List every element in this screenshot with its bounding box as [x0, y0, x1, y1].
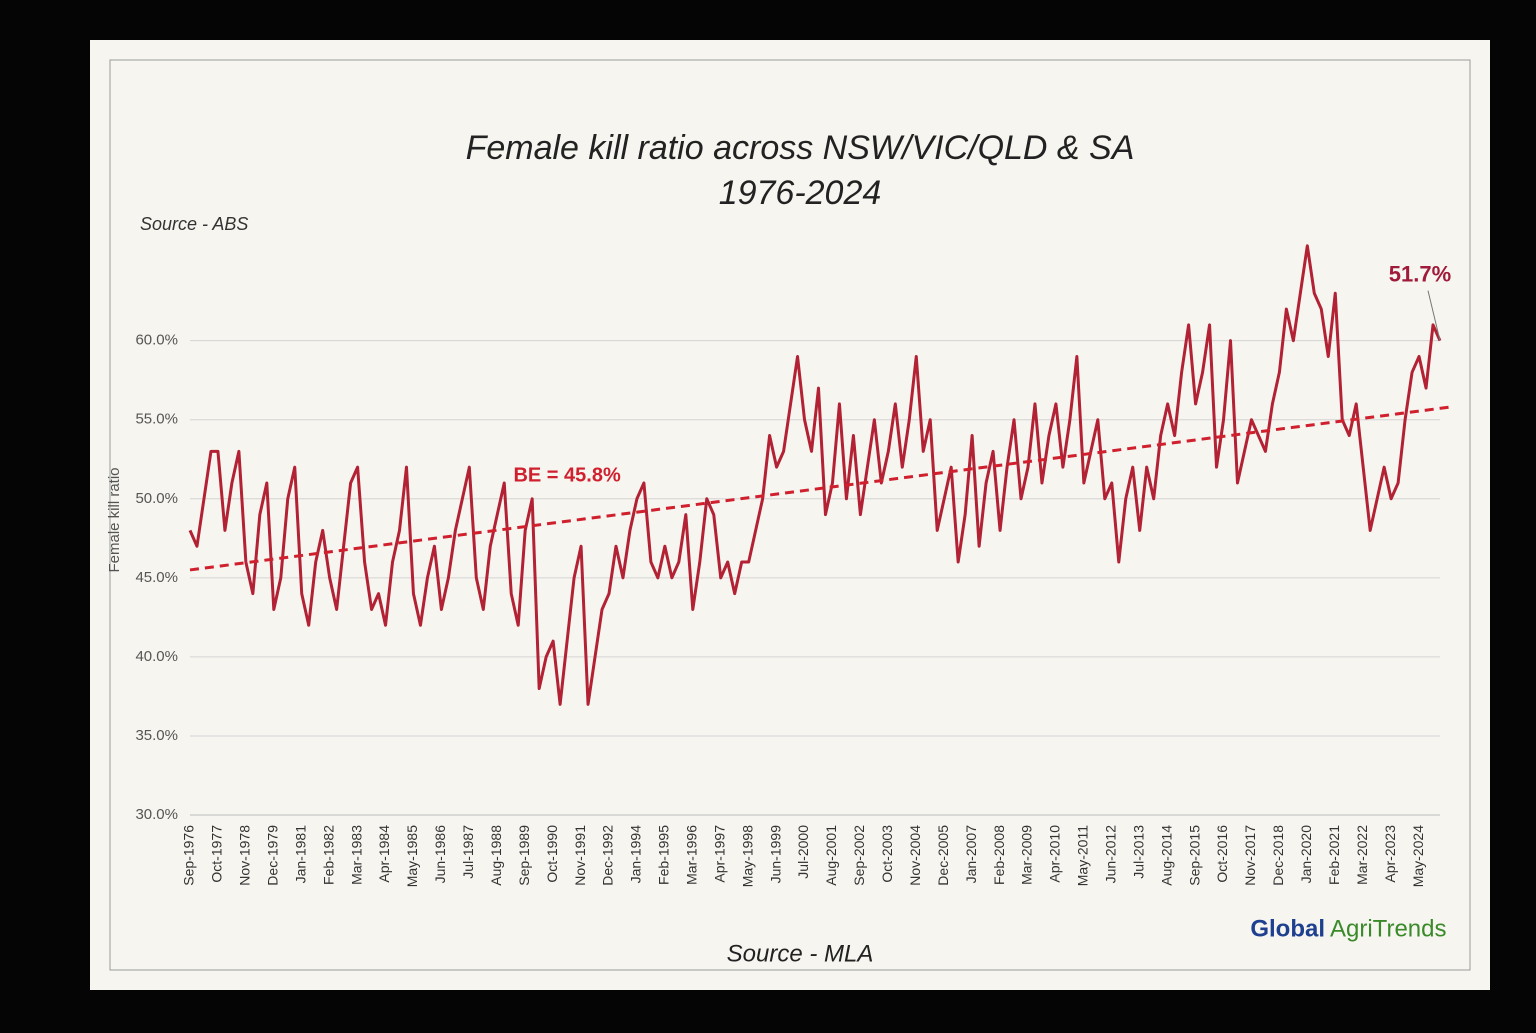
x-tick-label: Sep-2002 — [851, 825, 867, 886]
y-tick-label: 55.0% — [135, 411, 178, 428]
annotation-pointer — [1427, 290, 1441, 341]
source-top: Source - ABS — [140, 214, 248, 234]
data-line — [188, 244, 1442, 706]
x-tick-label: Jan-1994 — [628, 825, 644, 884]
x-tick-label: Mar-1983 — [348, 825, 364, 885]
x-tick-label: Sep-1989 — [516, 825, 532, 886]
slide — [90, 40, 1490, 990]
x-tick-label: Aug-2001 — [823, 825, 839, 886]
x-tick-label: Jun-1986 — [432, 825, 448, 884]
x-tick-label: Jul-2013 — [1130, 825, 1146, 879]
logo-second: AgriTrends — [1330, 915, 1446, 942]
x-tick-label: Jan-2007 — [963, 825, 979, 884]
end-annotation: 51.7% — [1389, 261, 1451, 286]
chart-subtitle: 1976-2024 — [719, 174, 882, 212]
trend-line — [189, 405, 1451, 572]
x-tick-label: Feb-1982 — [320, 825, 336, 885]
x-tick-label: Apr-2023 — [1382, 825, 1398, 883]
x-tick-label: Nov-1991 — [572, 825, 588, 886]
x-tick-label: Mar-1996 — [683, 825, 699, 885]
x-tick-label: Dec-1979 — [265, 825, 281, 886]
trend-label: BE = 45.8% — [513, 464, 621, 486]
x-tick-label: Jan-1981 — [292, 825, 308, 884]
x-tick-label: Oct-2003 — [879, 825, 895, 883]
x-tick-label: Mar-2009 — [1019, 825, 1035, 885]
x-tick-label: May-1985 — [404, 825, 420, 887]
y-axis-label: Female kill ratio — [106, 467, 123, 572]
y-tick-label: 40.0% — [135, 648, 178, 665]
x-tick-label: Nov-1978 — [237, 825, 253, 886]
y-tick-label: 30.0% — [135, 806, 178, 823]
x-tick-label: Apr-1997 — [711, 825, 727, 883]
x-tick-label: Dec-2005 — [935, 825, 951, 886]
x-tick-label: May-2024 — [1410, 825, 1426, 887]
x-tick-label: May-2011 — [1075, 825, 1091, 886]
x-tick-label: Aug-1988 — [488, 825, 504, 886]
x-tick-label: Oct-1990 — [544, 825, 560, 883]
y-tick-label: 50.0% — [135, 490, 178, 507]
x-tick-label: Jun-2012 — [1102, 825, 1118, 884]
x-tick-label: Sep-2015 — [1186, 825, 1202, 886]
logo-first: Global — [1250, 915, 1325, 942]
y-tick-label: 60.0% — [135, 332, 178, 349]
x-tick-label: Nov-2017 — [1242, 825, 1258, 886]
x-tick-label: Jan-2020 — [1298, 825, 1314, 884]
x-tick-label: Aug-2014 — [1158, 825, 1174, 886]
x-tick-label: Dec-2018 — [1270, 825, 1286, 886]
x-tick-label: Apr-2010 — [1047, 825, 1063, 883]
y-tick-label: 35.0% — [135, 727, 178, 744]
x-tick-label: Nov-2004 — [907, 825, 923, 886]
x-tick-label: Feb-1995 — [656, 825, 672, 885]
x-tick-label: Jul-2000 — [795, 825, 811, 879]
x-tick-label: Feb-2008 — [991, 825, 1007, 885]
chart-title: Female kill ratio across NSW/VIC/QLD & S… — [466, 129, 1135, 167]
y-tick-label: 45.0% — [135, 569, 178, 586]
x-tick-label: Feb-2021 — [1326, 825, 1342, 885]
x-tick-label: Oct-2016 — [1214, 825, 1230, 883]
x-tick-label: Jul-1987 — [460, 825, 476, 879]
x-tick-label: Jun-1999 — [767, 825, 783, 884]
x-tick-label: May-1998 — [739, 825, 755, 887]
x-tick-label: Apr-1984 — [376, 825, 392, 883]
x-tick-label: Mar-2022 — [1354, 825, 1370, 885]
x-tick-label: Sep-1976 — [181, 825, 197, 886]
x-tick-label: Oct-1977 — [209, 825, 225, 883]
x-tick-label: Dec-1992 — [600, 825, 616, 886]
slide-frame — [109, 59, 1471, 971]
source-bottom: Source - MLA — [727, 940, 874, 967]
